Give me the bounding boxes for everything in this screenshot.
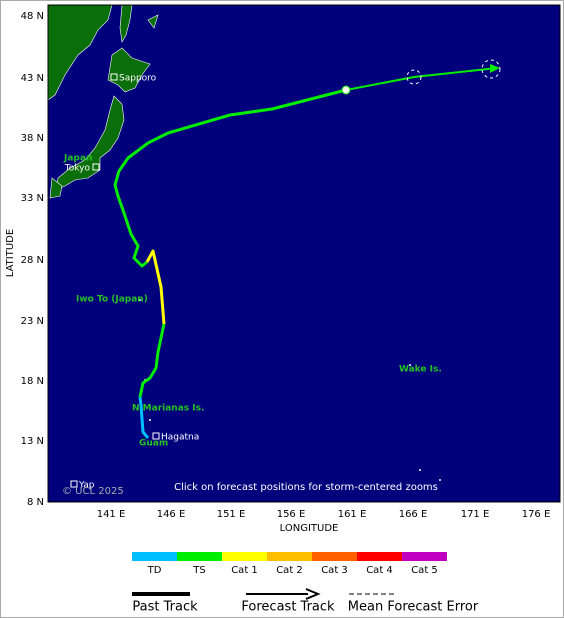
- city-label: Hagatna: [161, 433, 199, 443]
- map-border: [47, 4, 561, 503]
- y-axis-label: LATITUDE: [5, 229, 16, 277]
- lat-tick: 48 N: [21, 11, 44, 22]
- lat-tick: 33 N: [21, 193, 44, 204]
- lat-tick: 28 N: [21, 255, 44, 266]
- forecast-error[interactable]: [406, 69, 422, 85]
- place-label: Japan: [63, 154, 92, 164]
- category-swatch: [267, 552, 312, 561]
- lat-tick: 23 N: [21, 316, 44, 327]
- forecast-arrow: [490, 64, 500, 73]
- city-marker: [110, 73, 118, 81]
- category-swatch: [177, 552, 222, 561]
- category-label: Cat 1: [231, 565, 258, 576]
- copyright: © UCL 2025: [62, 486, 124, 497]
- city-marker: [92, 163, 100, 171]
- category-label: TS: [192, 565, 205, 576]
- city-marker: [70, 480, 78, 488]
- category-swatch: [132, 552, 177, 561]
- category-swatch: [402, 552, 447, 561]
- category-label: TD: [147, 565, 162, 576]
- category-swatch: [312, 552, 357, 561]
- category-legend: TD TS Cat 1 Cat 2 Cat 3 Cat 4 Cat 5: [132, 552, 447, 576]
- storm-track: [113, 67, 498, 439]
- lat-tick: 43 N: [21, 73, 44, 84]
- category-label: Cat 3: [321, 565, 348, 576]
- category-label: Cat 4: [366, 565, 393, 576]
- x-axis-label: LONGITUDE: [280, 523, 339, 534]
- lat-tick: 8 N: [27, 497, 44, 508]
- city-label: Yap: [78, 481, 95, 491]
- legend-label: Mean Forecast Error: [348, 600, 479, 615]
- place-label: Wake Is.: [399, 365, 442, 375]
- lat-tick: 13 N: [21, 436, 44, 447]
- city-label: Sapporo: [119, 74, 157, 84]
- legend-label: Past Track: [132, 600, 198, 615]
- forecast-point[interactable]: [341, 85, 351, 95]
- forecast-error[interactable]: [481, 59, 501, 79]
- place-label: N Marianas Is.: [132, 404, 204, 414]
- lat-tick: 38 N: [21, 133, 44, 144]
- legend-label: Forecast Track: [241, 600, 335, 615]
- forecast-track-swatch: [305, 588, 321, 600]
- place-label: Iwo To (Japan): [76, 295, 148, 305]
- category-label: Cat 2: [276, 565, 303, 576]
- city-label: Tokyo: [64, 164, 91, 174]
- lon-tick: 176 E: [522, 509, 551, 520]
- category-swatch: [222, 552, 267, 561]
- lon-tick: 166 E: [399, 509, 428, 520]
- category-swatch: [357, 552, 402, 561]
- city-marker: [152, 432, 160, 440]
- lon-tick: 141 E: [97, 509, 126, 520]
- lon-tick: 171 E: [461, 509, 490, 520]
- lon-tick: 151 E: [217, 509, 246, 520]
- instruction: Click on forecast positions for storm-ce…: [174, 482, 438, 493]
- lon-tick: 146 E: [157, 509, 186, 520]
- lon-tick: 156 E: [277, 509, 306, 520]
- place-label: Guam: [139, 439, 168, 449]
- lon-tick: 161 E: [338, 509, 367, 520]
- category-label: Cat 5: [411, 565, 438, 576]
- lat-tick: 18 N: [21, 376, 44, 387]
